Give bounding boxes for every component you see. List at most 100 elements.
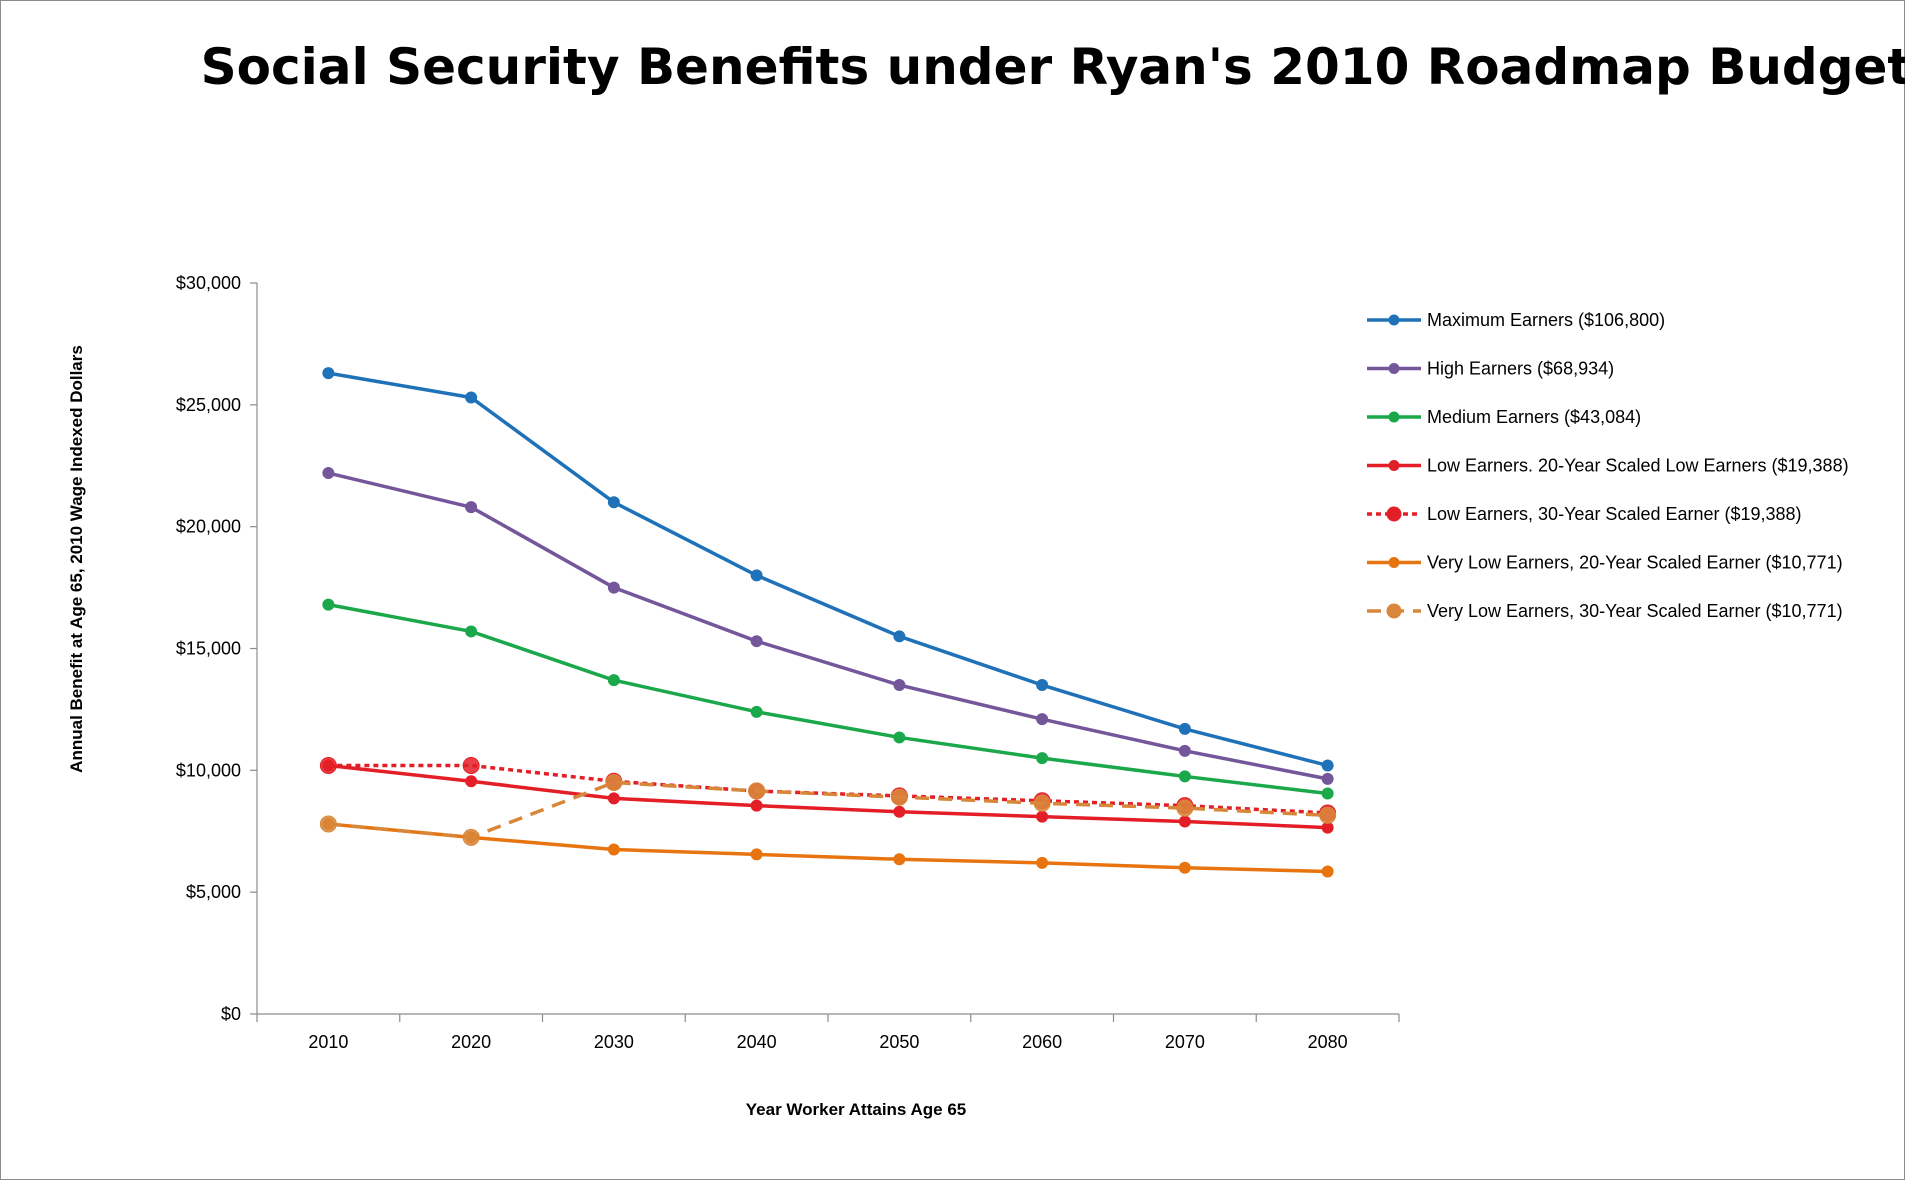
data-point bbox=[1178, 861, 1191, 874]
legend-item: Medium Earners ($43,084) bbox=[1367, 407, 1641, 427]
data-point bbox=[1321, 772, 1334, 785]
data-point bbox=[1176, 799, 1194, 817]
data-point bbox=[1178, 815, 1191, 828]
legend-swatch-marker bbox=[1388, 411, 1400, 423]
data-point bbox=[1033, 794, 1051, 812]
series-line bbox=[327, 471, 1328, 781]
series-line bbox=[328, 780, 1328, 840]
x-ticks: 2010 2020 2030 2040 2050 2060 2070 2080 bbox=[256, 1014, 1400, 1052]
series-line bbox=[328, 763, 1328, 815]
y-tick-label: $20,000 bbox=[176, 517, 241, 537]
legend-swatch-marker bbox=[1388, 460, 1400, 471]
y-tick-label: $30,000 bbox=[176, 273, 241, 293]
data-point bbox=[750, 799, 763, 812]
data-point bbox=[1178, 744, 1191, 757]
data-point bbox=[1036, 713, 1049, 726]
data-point bbox=[893, 853, 906, 866]
data-point bbox=[319, 756, 337, 774]
series-line bbox=[328, 602, 1328, 796]
x-tick-label: 2070 bbox=[1165, 1032, 1205, 1052]
legend-swatch-marker bbox=[1388, 314, 1400, 326]
series-2 bbox=[322, 467, 1334, 785]
data-point bbox=[1178, 722, 1191, 735]
data-point bbox=[1321, 865, 1334, 878]
legend-swatch-marker bbox=[1386, 506, 1402, 522]
series-3 bbox=[322, 598, 1334, 800]
legend-label: High Earners ($68,934) bbox=[1427, 359, 1614, 379]
data-point bbox=[750, 569, 763, 582]
legend-label: Very Low Earners, 20-Year Scaled Earner … bbox=[1427, 553, 1843, 573]
data-point bbox=[1321, 787, 1334, 800]
data-point bbox=[462, 828, 480, 846]
data-point bbox=[322, 367, 335, 380]
legend: Maximum Earners ($106,800) High Earners (… bbox=[1367, 310, 1849, 621]
data-point bbox=[893, 679, 906, 692]
data-point bbox=[322, 467, 335, 480]
data-point bbox=[1036, 856, 1049, 869]
legend-item: High Earners ($68,934) bbox=[1367, 359, 1614, 379]
series-1 bbox=[322, 367, 1334, 772]
data-point bbox=[890, 788, 908, 806]
data-point bbox=[607, 674, 620, 687]
data-point bbox=[748, 782, 766, 800]
data-point bbox=[319, 815, 337, 833]
legend-label: Low Earners. 20-Year Scaled Low Earners … bbox=[1427, 456, 1849, 476]
series-7 bbox=[319, 774, 1337, 846]
series-layer bbox=[319, 367, 1337, 878]
series-line bbox=[328, 371, 1329, 768]
legend-label: Maximum Earners ($106,800) bbox=[1427, 310, 1665, 330]
legend-item: Low Earners. 20-Year Scaled Low Earners … bbox=[1367, 456, 1849, 476]
series-line bbox=[328, 763, 1328, 830]
data-point bbox=[750, 705, 763, 718]
x-tick-label: 2040 bbox=[737, 1032, 777, 1052]
y-axis-title: Annual Benefit at Age 65, 2010 Wage Inde… bbox=[67, 345, 86, 773]
data-point bbox=[750, 635, 763, 648]
data-point bbox=[607, 792, 620, 805]
chart-title: Social Security Benefits under Ryan's 20… bbox=[201, 38, 1905, 96]
data-point bbox=[322, 598, 335, 611]
legend-label: Medium Earners ($43,084) bbox=[1427, 407, 1641, 427]
x-tick-label: 2060 bbox=[1022, 1032, 1062, 1052]
data-point bbox=[893, 805, 906, 818]
x-axis-title: Year Worker Attains Age 65 bbox=[746, 1100, 966, 1119]
legend-swatch-marker bbox=[1388, 557, 1400, 568]
y-tick-label: $0 bbox=[221, 1004, 241, 1024]
data-point bbox=[1036, 810, 1049, 823]
data-point bbox=[465, 625, 478, 638]
data-point bbox=[893, 731, 906, 744]
y-tick-label: $25,000 bbox=[176, 395, 241, 415]
data-point bbox=[465, 775, 478, 788]
legend-swatch-marker bbox=[1388, 363, 1400, 374]
x-tick-label: 2080 bbox=[1308, 1032, 1348, 1052]
x-tick-label: 2030 bbox=[594, 1032, 634, 1052]
series-6 bbox=[322, 817, 1334, 878]
x-tick-label: 2010 bbox=[308, 1032, 348, 1052]
data-point bbox=[1036, 679, 1049, 692]
data-point bbox=[1321, 759, 1334, 772]
x-tick-label: 2020 bbox=[451, 1032, 491, 1052]
data-point bbox=[607, 496, 620, 509]
data-point bbox=[1319, 806, 1337, 824]
data-point bbox=[465, 391, 478, 404]
series-line bbox=[328, 822, 1328, 874]
data-point bbox=[605, 774, 623, 792]
data-point bbox=[750, 848, 763, 861]
data-point bbox=[607, 843, 620, 856]
legend-item: Low Earners, 30-Year Scaled Earner ($19,… bbox=[1367, 504, 1802, 524]
legend-swatch-marker bbox=[1386, 603, 1402, 619]
x-tick-label: 2050 bbox=[879, 1032, 919, 1052]
legend-item: Very Low Earners, 30-Year Scaled Earner … bbox=[1367, 601, 1843, 621]
legend-label: Very Low Earners, 30-Year Scaled Earner … bbox=[1427, 601, 1843, 621]
legend-label: Low Earners, 30-Year Scaled Earner ($19,… bbox=[1427, 504, 1802, 524]
y-tick-label: $5,000 bbox=[186, 882, 241, 902]
legend-item: Maximum Earners ($106,800) bbox=[1367, 310, 1665, 330]
legend-item: Very Low Earners, 20-Year Scaled Earner … bbox=[1367, 553, 1843, 573]
data-point bbox=[1178, 770, 1191, 783]
data-point bbox=[1036, 752, 1049, 765]
y-ticks: $0 $5,000 $10,000 $15,000 $20,000 $25,000 $30,… bbox=[176, 273, 257, 1024]
data-point bbox=[465, 501, 478, 514]
y-tick-label: $15,000 bbox=[176, 639, 241, 659]
data-point bbox=[607, 581, 620, 594]
